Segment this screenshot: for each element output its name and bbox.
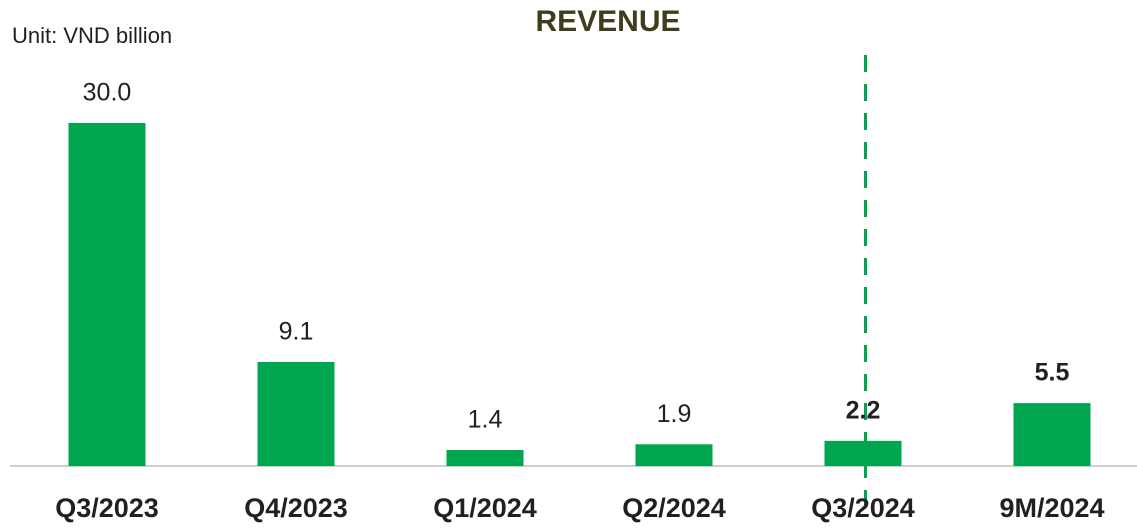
data-label: 5.5 bbox=[1035, 359, 1070, 387]
x-tick-label: Q2/2024 bbox=[622, 493, 726, 523]
data-label: 2.2 bbox=[846, 396, 881, 424]
bar bbox=[635, 444, 713, 466]
x-tick-label: 9M/2024 bbox=[999, 493, 1104, 523]
chart-title: REVENUE bbox=[535, 5, 680, 38]
bar bbox=[1013, 403, 1091, 466]
data-label: 1.9 bbox=[657, 400, 692, 428]
x-tick-label: Q4/2023 bbox=[244, 493, 348, 523]
bar bbox=[446, 449, 524, 466]
bar bbox=[68, 123, 146, 466]
bar bbox=[824, 440, 902, 466]
bar bbox=[257, 361, 335, 466]
unit-label: Unit: VND billion bbox=[12, 23, 172, 48]
data-label: 1.4 bbox=[468, 406, 503, 434]
x-tick-label: Q3/2024 bbox=[811, 493, 915, 523]
data-label: 30.0 bbox=[83, 79, 132, 107]
data-label: 9.1 bbox=[279, 318, 314, 346]
x-tick-label: Q3/2023 bbox=[55, 493, 159, 523]
x-tick-label: Q1/2024 bbox=[433, 493, 537, 523]
